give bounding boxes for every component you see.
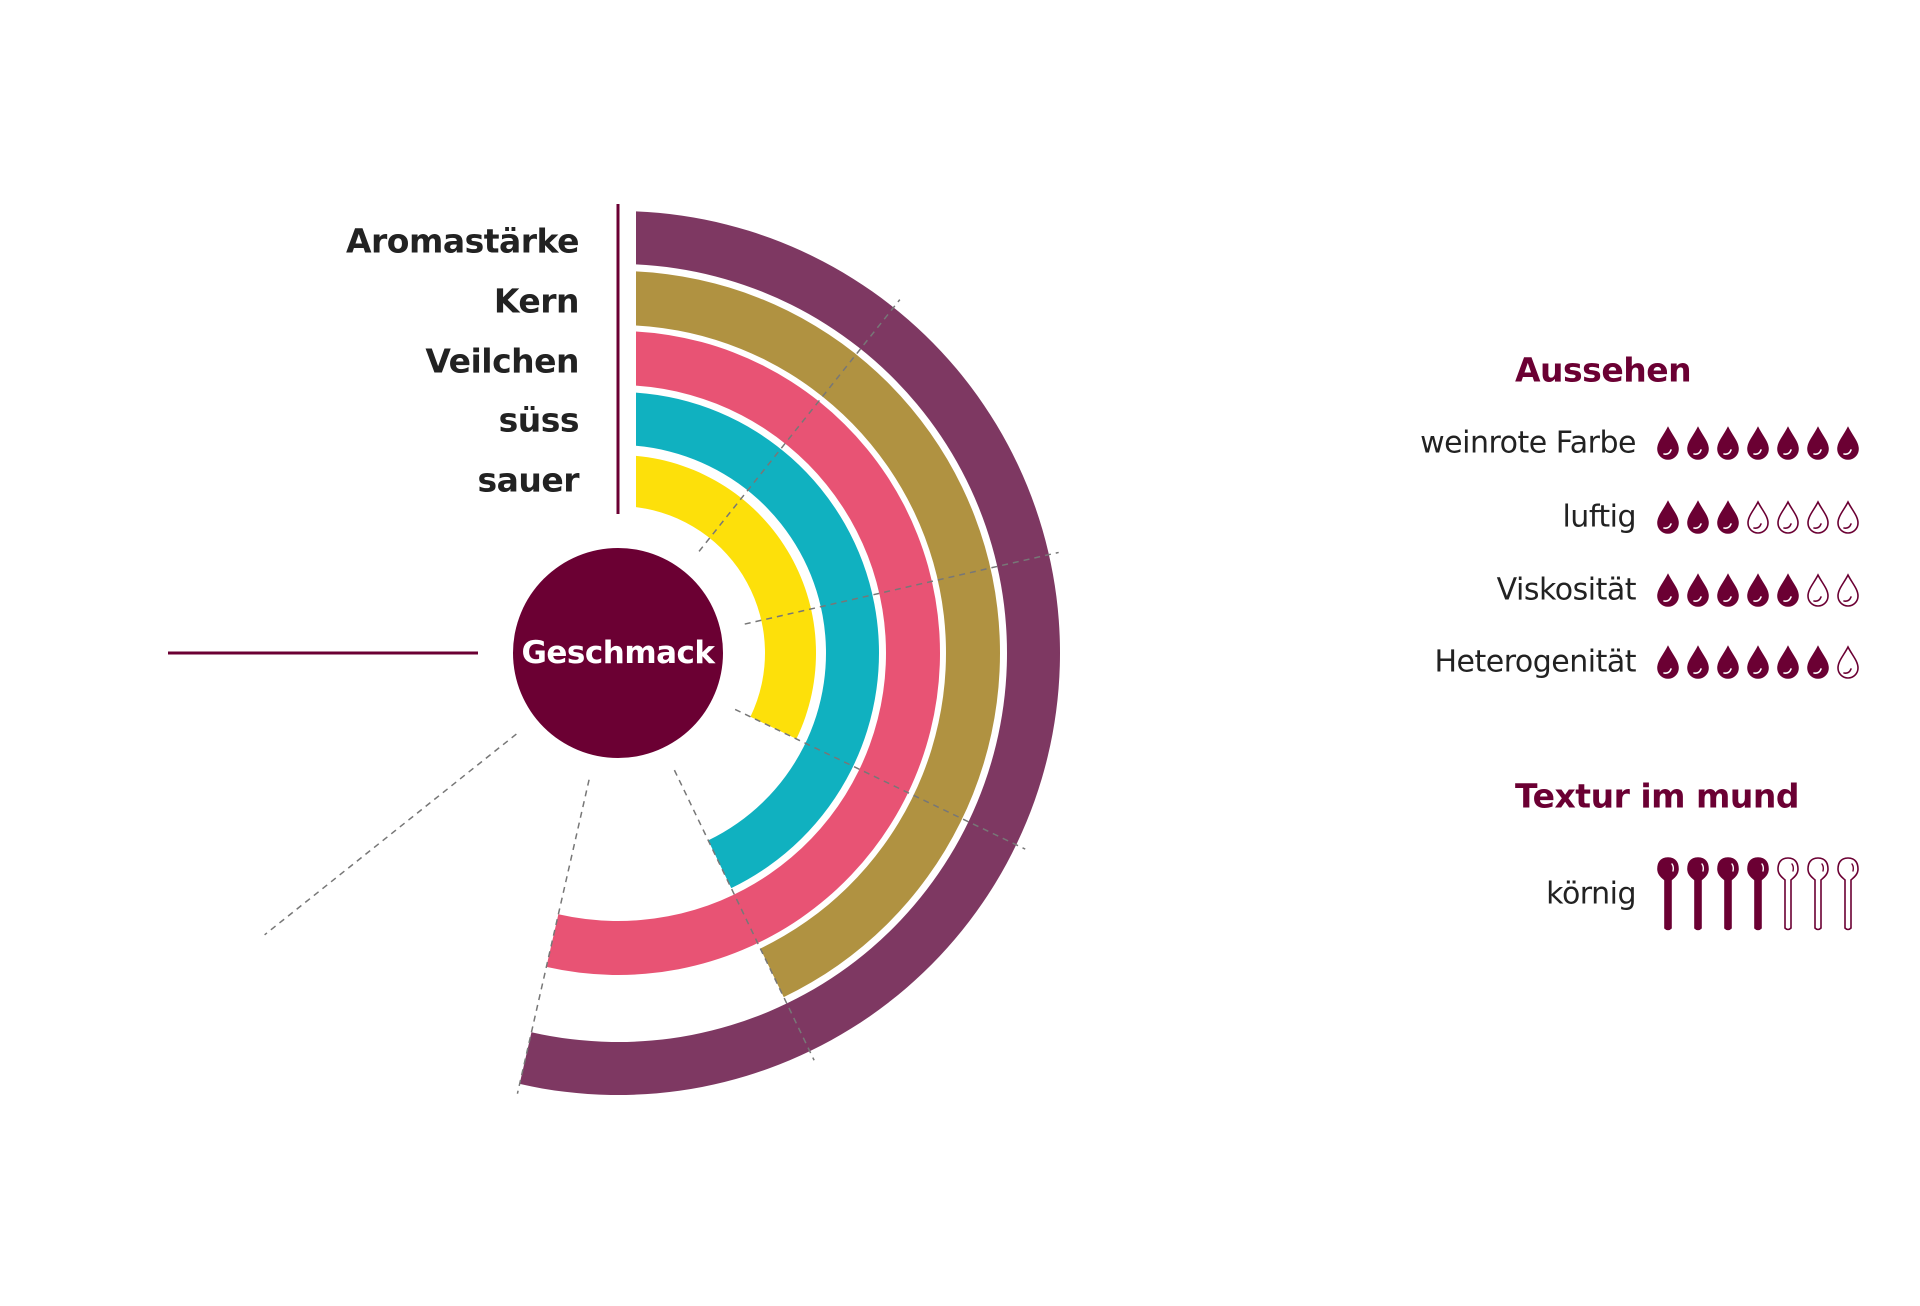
category-label: sauer <box>477 460 579 500</box>
drop-filled-icon <box>1777 645 1799 679</box>
bar-Kern <box>636 271 1001 998</box>
row-label: Heterogenität <box>1434 644 1636 680</box>
drop-filled-icon <box>1717 426 1739 460</box>
drop-filled-icon <box>1777 573 1799 607</box>
row-label: weinrote Farbe <box>1420 425 1636 461</box>
category-label: Veilchen <box>425 341 579 381</box>
drop-filled-icon <box>1837 426 1859 460</box>
drop-empty-icon <box>1837 645 1859 679</box>
drop-filled-icon <box>1687 573 1709 607</box>
bar-Veilchen <box>546 331 941 975</box>
drop-rating <box>1655 426 1861 460</box>
gridline <box>673 769 815 1061</box>
drop-empty-icon <box>1807 500 1829 534</box>
spoon-filled-icon <box>1717 857 1739 931</box>
spoon-rating <box>1655 856 1861 932</box>
aussehen-title: Aussehen <box>1515 350 1692 390</box>
drop-empty-icon <box>1777 500 1799 534</box>
row-label: luftig <box>1562 499 1636 535</box>
gridline <box>516 779 590 1094</box>
drop-filled-icon <box>1657 573 1679 607</box>
drop-filled-icon <box>1687 426 1709 460</box>
gridline <box>698 299 901 552</box>
drop-empty-icon <box>1837 573 1859 607</box>
center-circle <box>513 548 723 758</box>
bar-süss <box>636 392 879 889</box>
drop-filled-icon <box>1657 500 1679 534</box>
drop-filled-icon <box>1717 573 1739 607</box>
drop-filled-icon <box>1747 426 1769 460</box>
spoon-filled-icon <box>1747 857 1769 931</box>
drop-filled-icon <box>1747 573 1769 607</box>
spoon-empty-icon <box>1777 857 1799 931</box>
row-label: Viskosität <box>1496 572 1637 608</box>
gridline <box>744 551 1059 625</box>
drop-rating <box>1655 500 1861 534</box>
spoon-empty-icon <box>1807 857 1829 931</box>
bar-sauer <box>636 455 817 739</box>
drop-filled-icon <box>1717 645 1739 679</box>
drop-filled-icon <box>1807 645 1829 679</box>
drop-filled-icon <box>1657 426 1679 460</box>
category-label: süss <box>498 400 580 440</box>
drop-filled-icon <box>1687 645 1709 679</box>
drop-empty-icon <box>1747 500 1769 534</box>
center-label: Geschmack <box>521 635 715 671</box>
drop-filled-icon <box>1747 645 1769 679</box>
spoon-empty-icon <box>1837 857 1859 931</box>
drop-filled-icon <box>1657 645 1679 679</box>
drop-rating <box>1655 645 1861 679</box>
drop-filled-icon <box>1717 500 1739 534</box>
drop-filled-icon <box>1807 426 1829 460</box>
drop-empty-icon <box>1837 500 1859 534</box>
textur-title: Textur im mund <box>1515 776 1800 816</box>
spoon-filled-icon <box>1687 857 1709 931</box>
drop-rating <box>1655 573 1861 607</box>
row-label: körnig <box>1546 876 1636 912</box>
gridline <box>264 733 517 936</box>
drop-filled-icon <box>1687 500 1709 534</box>
category-label: Aromastärke <box>345 221 580 261</box>
gridline <box>734 708 1026 850</box>
drop-filled-icon <box>1777 426 1799 460</box>
spoon-filled-icon <box>1657 857 1679 931</box>
drop-empty-icon <box>1807 573 1829 607</box>
category-label: Kern <box>493 281 580 321</box>
